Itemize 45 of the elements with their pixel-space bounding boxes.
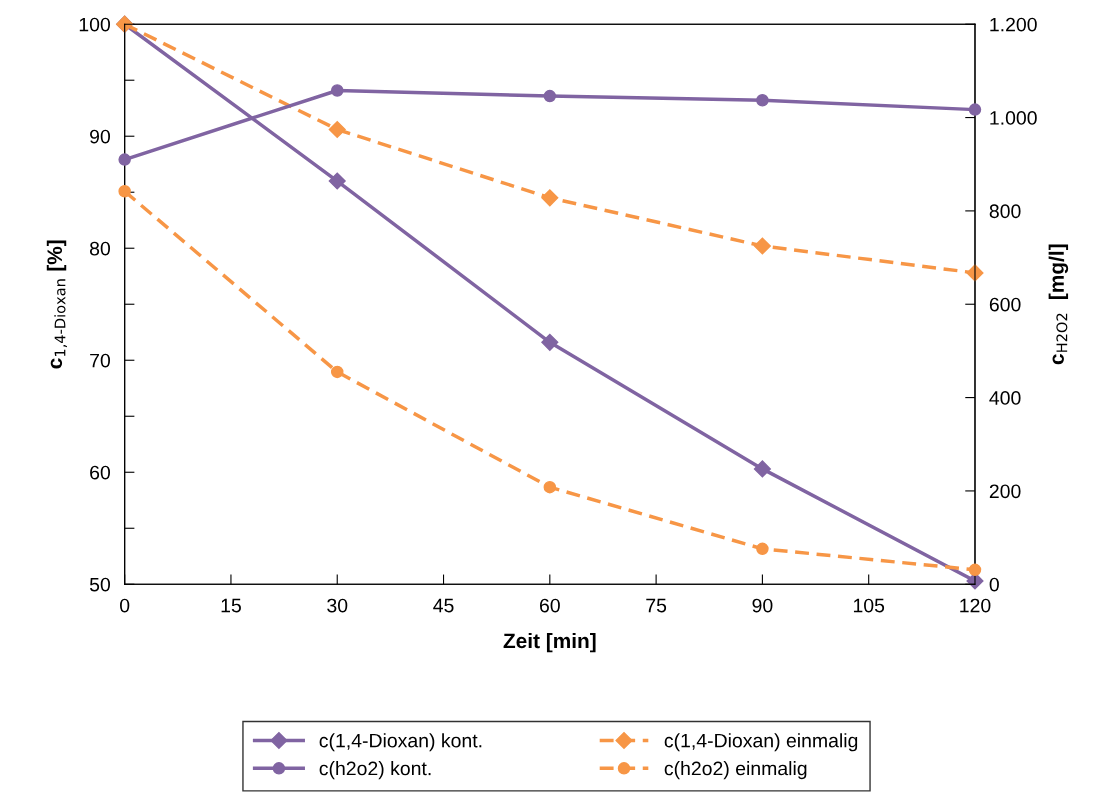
point — [543, 89, 557, 103]
point — [118, 185, 131, 198]
point — [328, 120, 346, 139]
y-tick-label: 60 — [90, 465, 111, 480]
y2-tick-label: 400 — [989, 391, 1021, 405]
y-tick-label: 50 — [89, 577, 111, 592]
x-tick-label: 105 — [853, 598, 885, 613]
point — [118, 153, 131, 166]
y-axis-title: c$_{1,4-Dioxan}$ [%] — [46, 240, 68, 369]
x-tick-label: 45 — [433, 598, 454, 613]
legend-label: c(h2o2) kont. — [319, 761, 431, 780]
y2-tick-label: 1.200 — [990, 17, 1037, 32]
x-tick-label: 60 — [540, 598, 560, 613]
legend-label: c(1,4-Dioxan) einmalig — [664, 733, 858, 752]
point — [330, 365, 344, 379]
point — [541, 189, 559, 207]
x-axis-title: Zeit [min] — [503, 632, 596, 653]
point — [753, 460, 771, 478]
point — [968, 103, 982, 116]
y2-tick-label: 600 — [989, 297, 1021, 312]
point — [330, 84, 344, 97]
y2-tick-label: 1.000 — [990, 111, 1037, 125]
point — [541, 333, 559, 351]
y-tick-label: 80 — [89, 241, 111, 256]
point — [543, 480, 557, 494]
legend-label: c(h2o2) einmalig — [664, 761, 807, 780]
y2-tick-label: 800 — [989, 204, 1021, 219]
y2-tick-label: 0 — [989, 577, 999, 592]
x-tick-label: 120 — [960, 598, 991, 613]
x-tick-label: 90 — [752, 598, 773, 613]
point — [753, 237, 771, 255]
point — [756, 542, 769, 556]
y-tick-label: 70 — [90, 353, 111, 368]
x-tick-label: 30 — [327, 598, 348, 613]
y-tick-label: 90 — [90, 129, 111, 144]
point — [756, 94, 769, 107]
x-tick-label: 15 — [221, 598, 241, 613]
point — [968, 563, 982, 577]
y2-axis-title: c$_{H2O2}$ [mg/l] — [1048, 244, 1069, 365]
y-tick-label: 100 — [79, 17, 111, 32]
y2-tick-label: 200 — [989, 484, 1021, 499]
x-tick-label: 0 — [120, 598, 130, 613]
legend-label: c(1,4-Dioxan) kont. — [319, 733, 482, 752]
point — [328, 172, 346, 190]
x-tick-label: 75 — [646, 598, 667, 613]
